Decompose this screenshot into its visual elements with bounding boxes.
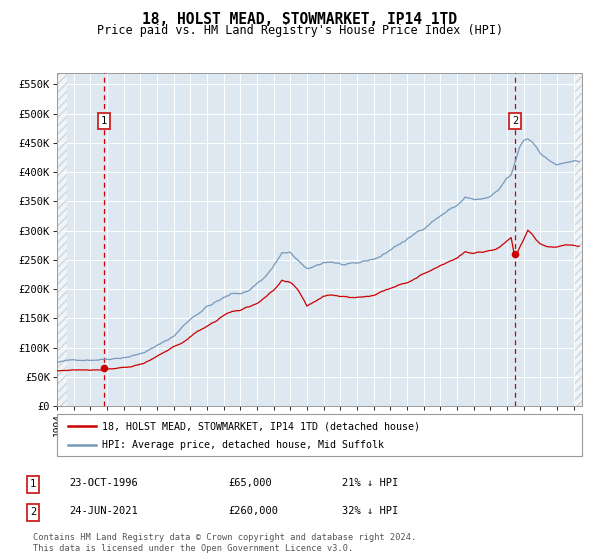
Text: £65,000: £65,000 [228,478,272,488]
Text: Contains HM Land Registry data © Crown copyright and database right 2024.
This d: Contains HM Land Registry data © Crown c… [33,533,416,553]
Text: 21% ↓ HPI: 21% ↓ HPI [342,478,398,488]
Bar [57,73,67,406]
Text: 23-OCT-1996: 23-OCT-1996 [69,478,138,488]
Text: 1: 1 [30,479,36,489]
Text: 1: 1 [101,116,107,126]
Bar [575,73,582,406]
Text: 2: 2 [30,507,36,517]
Text: 24-JUN-2021: 24-JUN-2021 [69,506,138,516]
Text: Price paid vs. HM Land Registry's House Price Index (HPI): Price paid vs. HM Land Registry's House … [97,24,503,36]
Text: 2: 2 [512,116,518,126]
Text: 18, HOLST MEAD, STOWMARKET, IP14 1TD: 18, HOLST MEAD, STOWMARKET, IP14 1TD [143,12,458,27]
Text: 32% ↓ HPI: 32% ↓ HPI [342,506,398,516]
Text: 18, HOLST MEAD, STOWMARKET, IP14 1TD (detached house): 18, HOLST MEAD, STOWMARKET, IP14 1TD (de… [101,421,419,431]
Text: HPI: Average price, detached house, Mid Suffolk: HPI: Average price, detached house, Mid … [101,441,383,450]
Text: £260,000: £260,000 [228,506,278,516]
